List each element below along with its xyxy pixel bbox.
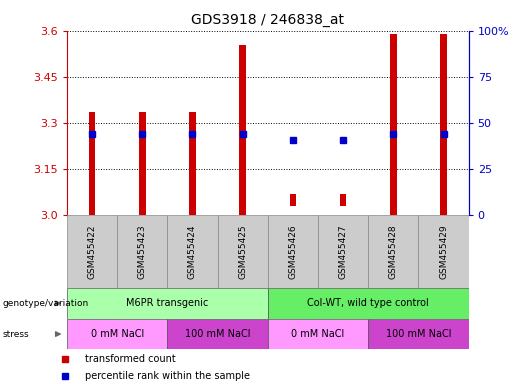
Bar — [340, 194, 347, 206]
Text: 100 mM NaCl: 100 mM NaCl — [185, 329, 250, 339]
Bar — [368, 215, 418, 288]
Text: GSM455423: GSM455423 — [138, 224, 147, 279]
Bar — [117, 215, 167, 288]
Text: 0 mM NaCl: 0 mM NaCl — [291, 329, 345, 339]
Bar — [289, 194, 296, 206]
Text: GSM455426: GSM455426 — [288, 224, 297, 279]
Text: percentile rank within the sample: percentile rank within the sample — [85, 371, 250, 381]
Text: 100 mM NaCl: 100 mM NaCl — [386, 329, 451, 339]
Bar — [268, 288, 469, 319]
Bar — [67, 288, 268, 319]
Bar — [167, 215, 217, 288]
Bar — [189, 112, 196, 215]
Text: GSM455429: GSM455429 — [439, 224, 448, 279]
Text: GSM455428: GSM455428 — [389, 224, 398, 279]
Bar — [239, 45, 246, 215]
Text: transformed count: transformed count — [85, 354, 176, 364]
Bar — [440, 34, 447, 215]
Bar — [218, 215, 268, 288]
Text: GSM455425: GSM455425 — [238, 224, 247, 279]
Bar — [268, 215, 318, 288]
Bar — [368, 319, 469, 349]
Text: GSM455422: GSM455422 — [88, 224, 96, 279]
Bar — [167, 319, 268, 349]
Bar — [390, 34, 397, 215]
Text: Col-WT, wild type control: Col-WT, wild type control — [307, 298, 429, 308]
Text: M6PR transgenic: M6PR transgenic — [126, 298, 209, 308]
Text: genotype/variation: genotype/variation — [3, 299, 89, 308]
Bar — [67, 319, 167, 349]
Bar — [139, 112, 146, 215]
Bar — [89, 112, 95, 215]
Bar — [268, 319, 368, 349]
Title: GDS3918 / 246838_at: GDS3918 / 246838_at — [191, 13, 345, 27]
Bar — [67, 215, 117, 288]
Text: stress: stress — [3, 329, 29, 339]
Text: GSM455424: GSM455424 — [188, 224, 197, 279]
Text: 0 mM NaCl: 0 mM NaCl — [91, 329, 144, 339]
Text: GSM455427: GSM455427 — [339, 224, 348, 279]
Bar — [318, 215, 368, 288]
Bar — [418, 215, 469, 288]
